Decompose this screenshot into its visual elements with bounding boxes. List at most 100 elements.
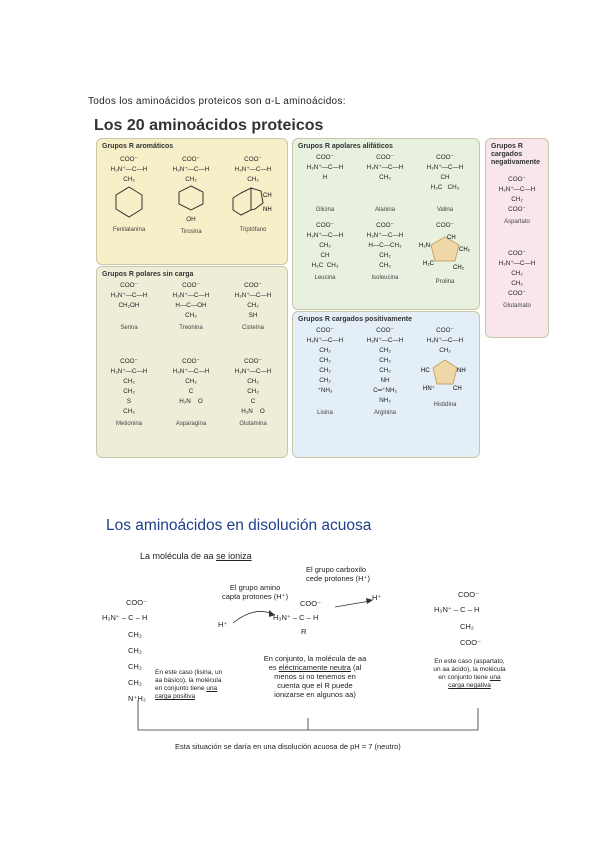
aa-name: Alanina xyxy=(374,207,395,213)
aa-histidina: COO⁻ H₃N⁺—C—H CH₂ HC NH HN⁺ CH Histidina xyxy=(415,326,475,410)
svg-text:H₂N: H₂N xyxy=(419,243,430,249)
aa-isoleucina: COO⁻ H₃N⁺—C—H H—C—CH₃ CH₂ CH₃ Isoleucina xyxy=(355,221,415,283)
panel-title: Grupos R cargados negativamente xyxy=(491,143,541,166)
aa-arginina: COO⁻ H₃N⁺—C—H CH₂ CH₂ CH₂ NH C═⁺NH₂ NH₂ Argin… xyxy=(355,326,415,418)
svg-text:NH: NH xyxy=(263,207,272,213)
aa-name: Glutamina xyxy=(239,421,267,427)
amine-label: H₃N⁺—C—H xyxy=(234,292,272,299)
aa-treonina: COO⁻ H₃N⁺—C—H H—C—OH CH₃ Treonina xyxy=(161,281,221,333)
coo-label: COO⁻ xyxy=(376,327,394,334)
amine-label: H₃N⁺—C—H xyxy=(306,164,344,171)
amine-label: H₃N⁺—C—H xyxy=(498,186,536,193)
coo-label: COO⁻ xyxy=(508,250,526,257)
left-coo: COO⁻ xyxy=(126,598,148,607)
chain-item: CH₂ xyxy=(128,678,142,687)
right-chain: CH₂ COO⁻ xyxy=(460,619,481,651)
aa-glicina: COO⁻ H₃N⁺—C—H H Glicina xyxy=(295,153,355,215)
aa-tirosina: COO⁻ H₃N⁺—C—H CH₂ OH Tirosina xyxy=(161,155,221,237)
aa-name: Lisina xyxy=(317,410,333,416)
panel-title: Grupos R apolares alifáticos xyxy=(298,143,393,150)
amine-label: H₃N⁺—C—H xyxy=(110,166,148,173)
note-center: En conjunto, la molécula de aa es eléctr… xyxy=(262,654,368,699)
bracket-line xyxy=(137,700,479,731)
note-emph: eléctricamente neutra xyxy=(278,663,351,672)
panel-title: Grupos R aromáticos xyxy=(102,143,174,150)
svg-text:HC: HC xyxy=(421,368,430,374)
coo-label: COO⁻ xyxy=(436,327,454,334)
aa-name: Metionina xyxy=(115,421,142,427)
amine-label: H₃N⁺—C—H xyxy=(498,260,536,267)
note-text: En este caso (aspartato, un aa ácido), l… xyxy=(433,658,506,681)
aa-glutamato: COO⁻ H₃N⁺—C—H CH₂ CH₂ COO⁻ Glutamato xyxy=(487,249,547,311)
phenol-ring-icon xyxy=(178,185,204,211)
amine-label: H₃N⁺—C—H xyxy=(172,368,210,375)
aa-name: Leucina xyxy=(314,275,336,281)
subtitle-prefix: La molécula de aa xyxy=(140,551,217,561)
aa-name: Histidina xyxy=(433,402,457,408)
amine-label: H₃N⁺—C—H xyxy=(426,337,464,344)
amine-label: H₃N⁺—C—H xyxy=(172,166,210,173)
center-amine: H₃N⁺ – C – H xyxy=(273,613,319,622)
aa-aspartato: COO⁻ H₃N⁺—C—H CH₂ COO⁻ Aspartato xyxy=(487,175,547,227)
coo-label: COO⁻ xyxy=(436,154,454,161)
svg-text:H₂C: H₂C xyxy=(423,261,435,267)
aa-name: Prolina xyxy=(435,279,455,285)
center-r: R xyxy=(301,627,307,636)
aa-alanina: COO⁻ H₃N⁺—C—H CH₃ Alanina xyxy=(355,153,415,215)
panel-negative: Grupos R cargados negativamente COO⁻ H₃N… xyxy=(485,138,549,338)
aa-cisteina: COO⁻ H₃N⁺—C—H CH₂ SH Cisteína xyxy=(223,281,283,333)
panel-aromatic: Grupos R aromáticos COO⁻ H₃N⁺—C—H CH₂ Fe… xyxy=(96,138,288,265)
amine-label: H₃N⁺—C—H xyxy=(306,232,344,239)
aa-name: Triptófano xyxy=(239,227,267,233)
svg-text:HN⁺: HN⁺ xyxy=(423,385,435,392)
amine-label: H₃N⁺—C—H xyxy=(234,368,272,375)
panel-polar: Grupos R polares sin carga COO⁻ H₃N⁺—C—H… xyxy=(96,266,288,458)
aa-serina: COO⁻ H₃N⁺—C—H CH₂OH Serina xyxy=(99,281,159,333)
amine-label: H₃N⁺—C—H xyxy=(110,292,148,299)
note-pre: En conjunto, la molécula de aa es xyxy=(263,654,367,672)
aa-name: Aspartato xyxy=(504,219,530,225)
coo-label: COO⁻ xyxy=(244,282,262,289)
amine-label: H₃N⁺—C—H xyxy=(366,164,404,171)
note-post: (al menos si no tenemos en cuenta que el… xyxy=(274,663,362,699)
figure2-title: Los aminoácidos en disolución acuosa xyxy=(106,517,372,534)
h-plus-left: H⁺ xyxy=(218,620,228,629)
coo-label: COO⁻ xyxy=(316,154,334,161)
aa-name: Treonina xyxy=(179,325,203,331)
benzene-ring-icon xyxy=(115,186,143,218)
svg-text:CH: CH xyxy=(263,193,272,199)
coo-label: COO⁻ xyxy=(120,282,138,289)
coo-label: COO⁻ xyxy=(316,222,334,229)
coo-label: COO⁻ xyxy=(120,358,138,365)
coo-label: COO⁻ xyxy=(376,154,394,161)
aa-leucina: COO⁻ H₃N⁺—C—H CH₂ CH H₃C CH₃ Leucina xyxy=(295,221,355,283)
right-amine: H₃N⁺ – C – H xyxy=(434,605,480,614)
arrows-icon xyxy=(232,598,373,624)
aa-name: Fenilalanina xyxy=(112,227,146,233)
footer-text: Esta situación se daría en una disolució… xyxy=(175,742,401,751)
amino-label: El grupo amino capta protones (H⁺) xyxy=(222,583,289,601)
panel-positive: Grupos R cargados positivamente COO⁻ H₃N… xyxy=(292,311,480,458)
chain-item: CH₂ xyxy=(460,622,474,631)
imidazole-ring-icon: HC NH HN⁺ CH xyxy=(421,359,466,392)
aa-name: Cisteína xyxy=(241,325,264,331)
panel-title: Grupos R cargados positivamente xyxy=(298,316,412,323)
svg-text:CH: CH xyxy=(453,386,462,392)
chain-item: N⁺H₃ xyxy=(128,694,146,703)
chain-item: CH₂ xyxy=(128,662,142,671)
right-coo: COO⁻ xyxy=(458,590,480,599)
aa-glutamina: COO⁻ H₃N⁺—C—H CH₂ CH₂ C H₂N O Glutamina xyxy=(223,357,283,429)
amine-label: H₃N⁺—C—H xyxy=(366,232,404,239)
aa-name: Glutamato xyxy=(503,303,531,309)
figure2-subtitle: La molécula de aa se ioniza xyxy=(140,551,252,561)
coo-label: COO⁻ xyxy=(436,222,454,229)
coo-label: COO⁻ xyxy=(182,282,200,289)
note-emph: una carga positiva xyxy=(155,685,218,700)
aa-name: Asparagina xyxy=(175,421,207,427)
svg-text:CH: CH xyxy=(447,235,456,241)
aa-metionina: COO⁻ H₃N⁺—C—H CH₂ CH₂ S CH₃ Metionina xyxy=(99,357,159,429)
chain-item: CH₂ xyxy=(128,646,142,655)
note-left: En este caso (lisina, un aa básico), la … xyxy=(155,669,230,701)
aa-fenilalanina: COO⁻ H₃N⁺—C—H CH₂ Fenilalanina xyxy=(99,155,159,235)
